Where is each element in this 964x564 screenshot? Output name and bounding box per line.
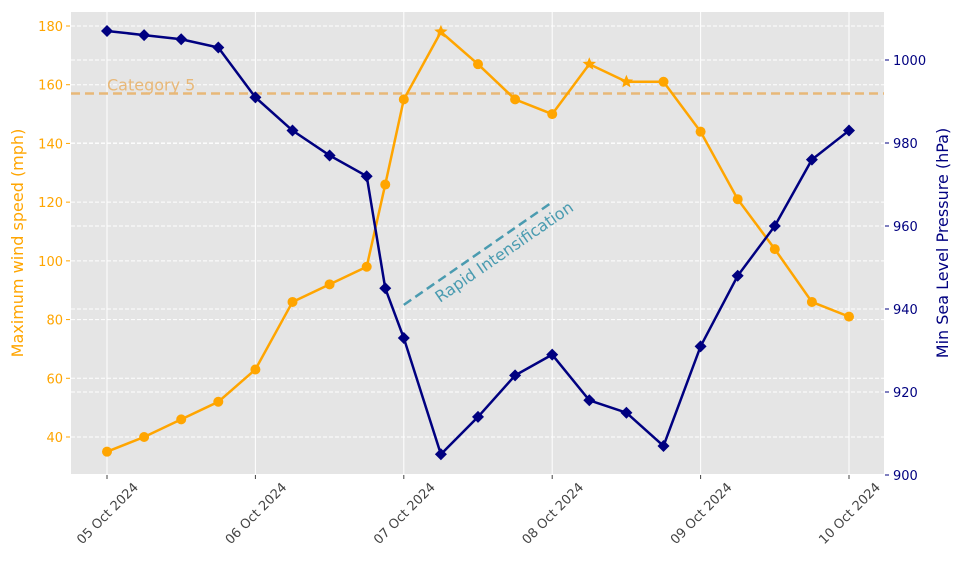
- svg-text:80: 80: [46, 314, 63, 329]
- pressure-marker: [546, 348, 559, 361]
- left-axis-ticks: 40 60 80 100 120 140 160 180: [38, 20, 70, 446]
- svg-text:940: 940: [893, 303, 918, 318]
- wind-star-marker: [619, 74, 634, 88]
- pressure-marker: [805, 153, 818, 166]
- pressure-marker: [620, 406, 633, 419]
- pressure-marker: [212, 41, 225, 54]
- wind-marker: [213, 396, 224, 407]
- right-axis-ticks: 900 920 940 960 980 1000: [885, 54, 926, 484]
- wind-marker: [380, 179, 391, 190]
- svg-text:1000: 1000: [893, 54, 926, 69]
- wind-marker: [139, 432, 150, 442]
- svg-text:08 Oct 2024: 08 Oct 2024: [520, 480, 587, 547]
- wind-marker: [806, 296, 817, 307]
- svg-text:09 Oct 2024: 09 Oct 2024: [668, 480, 735, 547]
- svg-text:100: 100: [38, 255, 63, 270]
- pressure-marker: [360, 170, 373, 183]
- pressure-marker: [694, 340, 707, 353]
- svg-text:40: 40: [46, 431, 63, 446]
- pressure-marker: [286, 124, 299, 137]
- pressure-marker: [731, 269, 744, 282]
- wind-marker: [547, 109, 558, 120]
- pressure-marker: [509, 369, 522, 382]
- svg-text:900: 900: [893, 469, 918, 484]
- wind-marker: [732, 194, 743, 205]
- pressure-marker: [434, 448, 447, 461]
- svg-text:960: 960: [893, 220, 918, 235]
- wind-marker: [658, 76, 669, 87]
- category-5-label: Category 5: [107, 76, 195, 95]
- plot-area: [71, 12, 884, 474]
- wind-marker: [102, 446, 112, 457]
- svg-text:980: 980: [893, 137, 918, 152]
- wind-marker: [250, 364, 261, 375]
- wind-marker: [287, 296, 298, 307]
- svg-text:60: 60: [46, 372, 63, 387]
- pressure-series: [101, 24, 855, 461]
- pressure-marker: [397, 332, 410, 345]
- svg-text:160: 160: [38, 79, 63, 94]
- x-axis-ticks: 05 Oct 2024 06 Oct 2024 07 Oct 2024 08 Oct …: [74, 475, 884, 548]
- wind-marker: [695, 126, 706, 137]
- svg-text:180: 180: [38, 20, 63, 35]
- svg-text:07 Oct 2024: 07 Oct 2024: [371, 480, 438, 547]
- pressure-marker: [249, 91, 262, 104]
- svg-text:920: 920: [893, 386, 918, 401]
- wind-star-marker: [582, 57, 596, 70]
- wind-star-marker: [434, 24, 448, 38]
- pressure-marker: [657, 439, 670, 452]
- pressure-marker: [768, 220, 781, 232]
- pressure-marker: [138, 29, 151, 42]
- category-5-line: Category 5: [71, 76, 884, 95]
- wind-marker: [844, 311, 854, 322]
- wind-marker: [398, 94, 409, 105]
- svg-text:05 Oct 2024: 05 Oct 2024: [74, 480, 141, 547]
- pressure-marker: [323, 149, 336, 162]
- wind-marker: [324, 279, 335, 290]
- pressure-marker: [472, 410, 484, 423]
- svg-text:10 Oct 2024: 10 Oct 2024: [816, 480, 883, 547]
- right-axis-label: Min Sea Level Pressure (hPa): [933, 128, 952, 358]
- svg-text:140: 140: [38, 137, 63, 152]
- pressure-marker: [843, 124, 855, 137]
- svg-text:120: 120: [38, 196, 63, 211]
- grid-lines: [71, 12, 884, 476]
- wind-marker: [769, 244, 780, 255]
- pressure-marker: [583, 394, 596, 407]
- pressure-marker: [379, 282, 392, 295]
- wind-marker: [473, 59, 483, 70]
- wind-speed-series: [102, 24, 854, 457]
- svg-text:06 Oct 2024: 06 Oct 2024: [223, 480, 290, 547]
- wind-marker: [510, 94, 521, 105]
- left-axis-label: Maximum wind speed (mph): [8, 129, 27, 358]
- wind-marker: [361, 261, 372, 272]
- pressure-marker: [101, 24, 113, 37]
- wind-marker: [176, 414, 187, 425]
- pressure-marker: [175, 33, 188, 46]
